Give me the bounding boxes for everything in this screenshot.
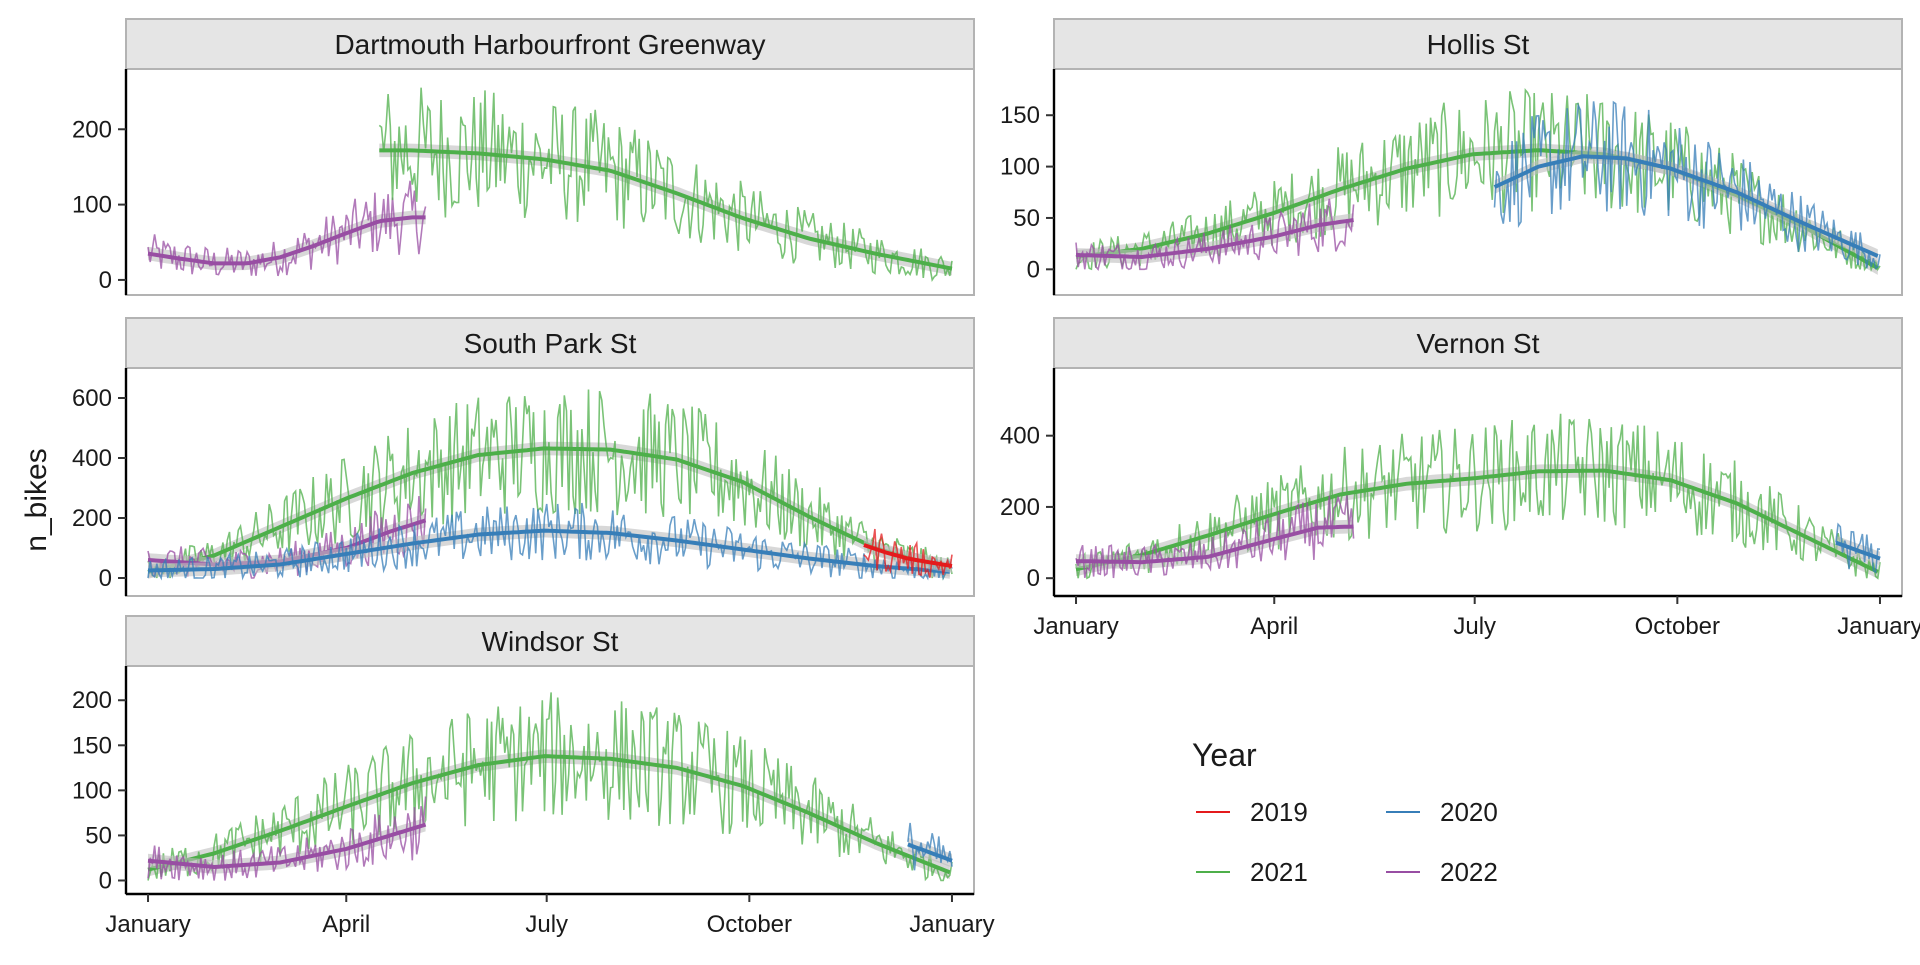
series-2022-smooth-line [1075, 218, 1354, 260]
y-tick-label: 200 [72, 505, 112, 532]
series-2021-smooth-line [147, 446, 951, 574]
y-tick-label: 100 [72, 192, 112, 219]
series-2021-smooth-line [379, 148, 953, 271]
series-2022-ribbon [1076, 213, 1354, 264]
y-tick-label: 400 [1000, 423, 1040, 450]
y-tick-label: 150 [72, 732, 112, 759]
y-tick-label: 400 [72, 445, 112, 472]
y-tick-label: 200 [72, 687, 112, 714]
series-2020-ribbon [148, 523, 950, 579]
legend-label-2022: 2022 [1440, 857, 1498, 887]
y-tick-label: 0 [99, 565, 112, 592]
y-tick-label: 0 [1027, 565, 1040, 592]
series-2020-smooth-line [147, 528, 950, 574]
y-tick-label: 0 [99, 867, 112, 894]
y-tick-label: 50 [1013, 205, 1040, 232]
panel-data [147, 692, 953, 882]
x-tick-label: April [1250, 613, 1298, 640]
y-tick-label: 50 [85, 822, 112, 849]
panel-data [1075, 413, 1881, 580]
series-2021-ribbon [379, 143, 952, 276]
series-2021-daily-line [147, 389, 953, 581]
panel-data [147, 87, 953, 282]
legend-label-2020: 2020 [1440, 797, 1498, 827]
series-2021-daily-line [378, 87, 953, 282]
panel-strip [1053, 317, 1903, 369]
panel-title: Windsor St [482, 626, 619, 657]
y-tick-label: 100 [72, 777, 112, 804]
panel-data [1075, 88, 1881, 275]
x-tick-label: January [1033, 613, 1118, 640]
legend-label-2021: 2021 [1250, 857, 1308, 887]
series-2022-daily-line [1075, 198, 1355, 271]
series-2021-daily-line [1075, 413, 1881, 580]
y-tick-label: 150 [1000, 102, 1040, 129]
series-2020-daily-line [907, 822, 953, 871]
series-2022-daily-line [147, 796, 427, 881]
series-2021-smooth-line [147, 754, 951, 875]
y-tick-label: 0 [99, 267, 112, 294]
panel-title: Vernon St [1417, 328, 1540, 359]
series-2020-smooth-line [1835, 540, 1881, 561]
panel-title: South Park St [464, 328, 637, 359]
y-tick-label: 100 [1000, 154, 1040, 181]
panel-title: Hollis St [1427, 29, 1530, 60]
panel-strip [125, 18, 975, 70]
series-2022-smooth-line [147, 215, 426, 266]
x-tick-label: January [909, 911, 994, 938]
panel-4: Windsor St 0 50 100 150 200 January April July Oc… [72, 615, 995, 938]
series-2020-daily-line [1835, 522, 1881, 574]
series-2022-smooth-line [147, 822, 427, 870]
panel-3: Vernon St 0 200 400 January April July October J… [1000, 317, 1920, 640]
series-2021-ribbon [1076, 463, 1878, 579]
x-tick-label: October [707, 911, 792, 938]
x-tick-label: January [1837, 613, 1920, 640]
series-2021-daily-line [147, 692, 953, 882]
y-tick-label: 200 [72, 116, 112, 143]
y-tick-label: 0 [1027, 256, 1040, 283]
series-2022-smooth-line [1075, 524, 1354, 565]
panel-1: Hollis St 0 50 100 150 [1000, 18, 1903, 296]
x-tick-label: July [1453, 613, 1496, 640]
series-2019-smooth-line [863, 543, 953, 568]
panel-title: Dartmouth Harbourfront Greenway [334, 29, 765, 60]
x-tick-label: April [322, 911, 370, 938]
legend-label-2019: 2019 [1250, 797, 1308, 827]
series-2020-smooth-line [907, 842, 953, 863]
y-axis-label: n_bikes [20, 448, 53, 551]
panel-2: South Park St 0 200 400 600 [72, 317, 975, 597]
x-tick-label: July [525, 911, 568, 938]
x-tick-label: January [105, 911, 190, 938]
y-tick-label: 600 [72, 385, 112, 412]
y-tick-label: 200 [1000, 494, 1040, 521]
panel-0: Dartmouth Harbourfront Greenway 0 100 200 [72, 18, 975, 296]
series-2021-ribbon [148, 441, 950, 579]
x-tick-label: October [1635, 613, 1720, 640]
series-2019-daily-line [863, 528, 953, 578]
panel-strip [125, 615, 975, 667]
panel-data [147, 389, 953, 581]
legend-title: Year [1192, 737, 1257, 773]
series-2020-daily-line [147, 502, 953, 581]
series-2021-smooth-line [1075, 468, 1879, 574]
panel-border [1053, 68, 1903, 296]
series-2020-smooth-line [1493, 154, 1879, 258]
legend: Year 2019 2020 2021 2022 [1192, 737, 1498, 887]
